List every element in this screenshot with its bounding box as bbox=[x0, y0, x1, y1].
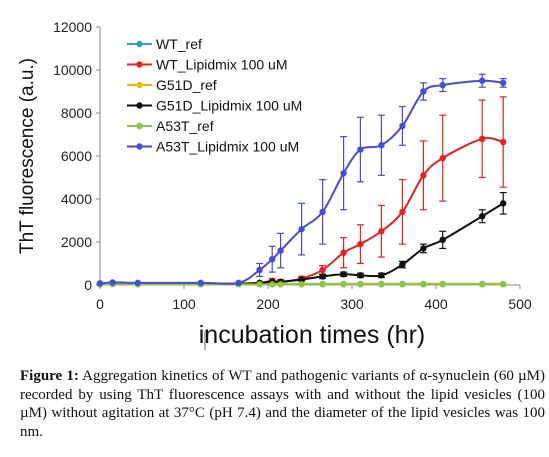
data-point bbox=[357, 146, 364, 153]
data-point bbox=[109, 279, 116, 286]
legend-label: WT_ref bbox=[156, 36, 202, 52]
data-point bbox=[479, 281, 486, 288]
data-point bbox=[319, 281, 326, 288]
data-point bbox=[197, 279, 204, 287]
data-point bbox=[439, 281, 446, 288]
y-axis-title: ThT fluorescence (a.u.) bbox=[17, 58, 38, 254]
series-a53t-lipidmix-100-um bbox=[96, 73, 507, 287]
data-point bbox=[298, 225, 305, 233]
legend-swatch-marker bbox=[136, 40, 143, 48]
x-axis-title: incubation times (hr) bbox=[199, 321, 425, 349]
legend-entry-wt-lipidmix-100-um: WT_Lipidmix 100 uM bbox=[127, 57, 288, 73]
data-point bbox=[420, 88, 427, 95]
data-point bbox=[256, 266, 263, 274]
y-tick-label: 0 bbox=[84, 277, 92, 293]
legend-swatch-marker bbox=[136, 102, 143, 109]
y-tick-label: 6000 bbox=[61, 148, 92, 164]
legend-entry-a53t-ref: A53T_ref bbox=[127, 118, 214, 134]
legend-swatch-marker bbox=[136, 122, 143, 130]
series-a53t-ref bbox=[96, 280, 507, 288]
data-point bbox=[439, 236, 446, 244]
data-point bbox=[277, 247, 284, 254]
y-tick-label: 10000 bbox=[53, 62, 92, 78]
data-point bbox=[399, 281, 406, 288]
figure-caption-text: Aggregation kinetics of WT and pathogeni… bbox=[20, 368, 545, 440]
legend-label: A53T_ref bbox=[156, 118, 214, 134]
figure-label: Figure 1: bbox=[20, 368, 79, 384]
x-tick-label: 500 bbox=[508, 296, 532, 312]
data-point bbox=[134, 279, 141, 287]
data-point bbox=[269, 256, 276, 263]
data-point bbox=[479, 213, 486, 220]
data-point bbox=[357, 240, 364, 248]
data-point bbox=[500, 200, 507, 207]
data-point bbox=[235, 279, 242, 287]
data-point bbox=[500, 138, 507, 146]
legend-label: G51D_Lipidmix 100 uM bbox=[156, 98, 302, 114]
data-point bbox=[277, 281, 284, 288]
data-point bbox=[399, 261, 406, 268]
legend-swatch-marker bbox=[136, 81, 143, 89]
data-point bbox=[479, 77, 486, 84]
data-point bbox=[340, 281, 347, 288]
data-point bbox=[256, 281, 263, 288]
x-tick-label: 100 bbox=[172, 296, 196, 312]
data-point bbox=[378, 272, 385, 279]
line-chart: 0 2000 4000 6000 8000 10000 12000 0 100 200 300 400… bbox=[17, 19, 532, 350]
x-tick-label: 200 bbox=[256, 296, 280, 312]
y-tick-label: 12000 bbox=[53, 19, 92, 35]
data-point bbox=[340, 271, 347, 278]
chart-series bbox=[96, 73, 507, 288]
legend-label: WT_Lipidmix 100 uM bbox=[156, 57, 288, 73]
legend-label: G51D_ref bbox=[156, 77, 217, 93]
legend-entry-g51d-lipidmix-100-um: G51D_Lipidmix 100 uM bbox=[127, 98, 302, 114]
y-tick-label: 2000 bbox=[61, 234, 92, 250]
data-point bbox=[357, 281, 364, 288]
chart-legend: WT_ref WT_Lipidmix 100 uM G51D_ref G51D_Lip… bbox=[127, 36, 302, 155]
legend-entry-a53t-lipidmix-100-um: A53T_Lipidmix 100 uM bbox=[127, 139, 299, 155]
data-point bbox=[420, 245, 427, 252]
data-point bbox=[319, 208, 326, 216]
chart-axes: 0 2000 4000 6000 8000 10000 12000 0 100 200 300 400… bbox=[53, 19, 532, 350]
data-point bbox=[319, 273, 326, 280]
data-point bbox=[420, 281, 427, 288]
figure-caption: Figure 1: Aggregation kinetics of WT and… bbox=[20, 367, 545, 441]
data-point bbox=[298, 281, 305, 288]
data-point bbox=[420, 172, 427, 179]
data-point bbox=[298, 276, 305, 283]
x-tick-label: 300 bbox=[340, 296, 364, 312]
data-point bbox=[399, 122, 406, 130]
data-point bbox=[319, 266, 326, 274]
data-point bbox=[439, 154, 446, 162]
data-point bbox=[378, 281, 385, 288]
legend-entry-wt-ref: WT_ref bbox=[127, 36, 202, 52]
data-point bbox=[340, 170, 347, 177]
y-tick-label: 8000 bbox=[61, 105, 92, 121]
data-point bbox=[479, 135, 486, 142]
data-point bbox=[378, 228, 385, 235]
data-point bbox=[439, 81, 446, 89]
data-point bbox=[500, 281, 507, 288]
data-point bbox=[500, 79, 507, 87]
legend-swatch-marker bbox=[136, 143, 143, 150]
legend-entry-g51d-ref: G51D_ref bbox=[127, 77, 217, 93]
data-point bbox=[399, 208, 406, 216]
data-point bbox=[357, 272, 364, 279]
data-point bbox=[96, 280, 104, 287]
x-tick-label: 400 bbox=[424, 296, 448, 312]
legend-label: A53T_Lipidmix 100 uM bbox=[156, 139, 299, 155]
x-tick-label: 0 bbox=[96, 296, 104, 312]
y-tick-label: 4000 bbox=[61, 191, 92, 207]
data-point bbox=[378, 142, 385, 149]
legend-swatch-marker bbox=[136, 61, 143, 68]
data-point bbox=[340, 249, 347, 256]
data-point bbox=[269, 281, 276, 288]
